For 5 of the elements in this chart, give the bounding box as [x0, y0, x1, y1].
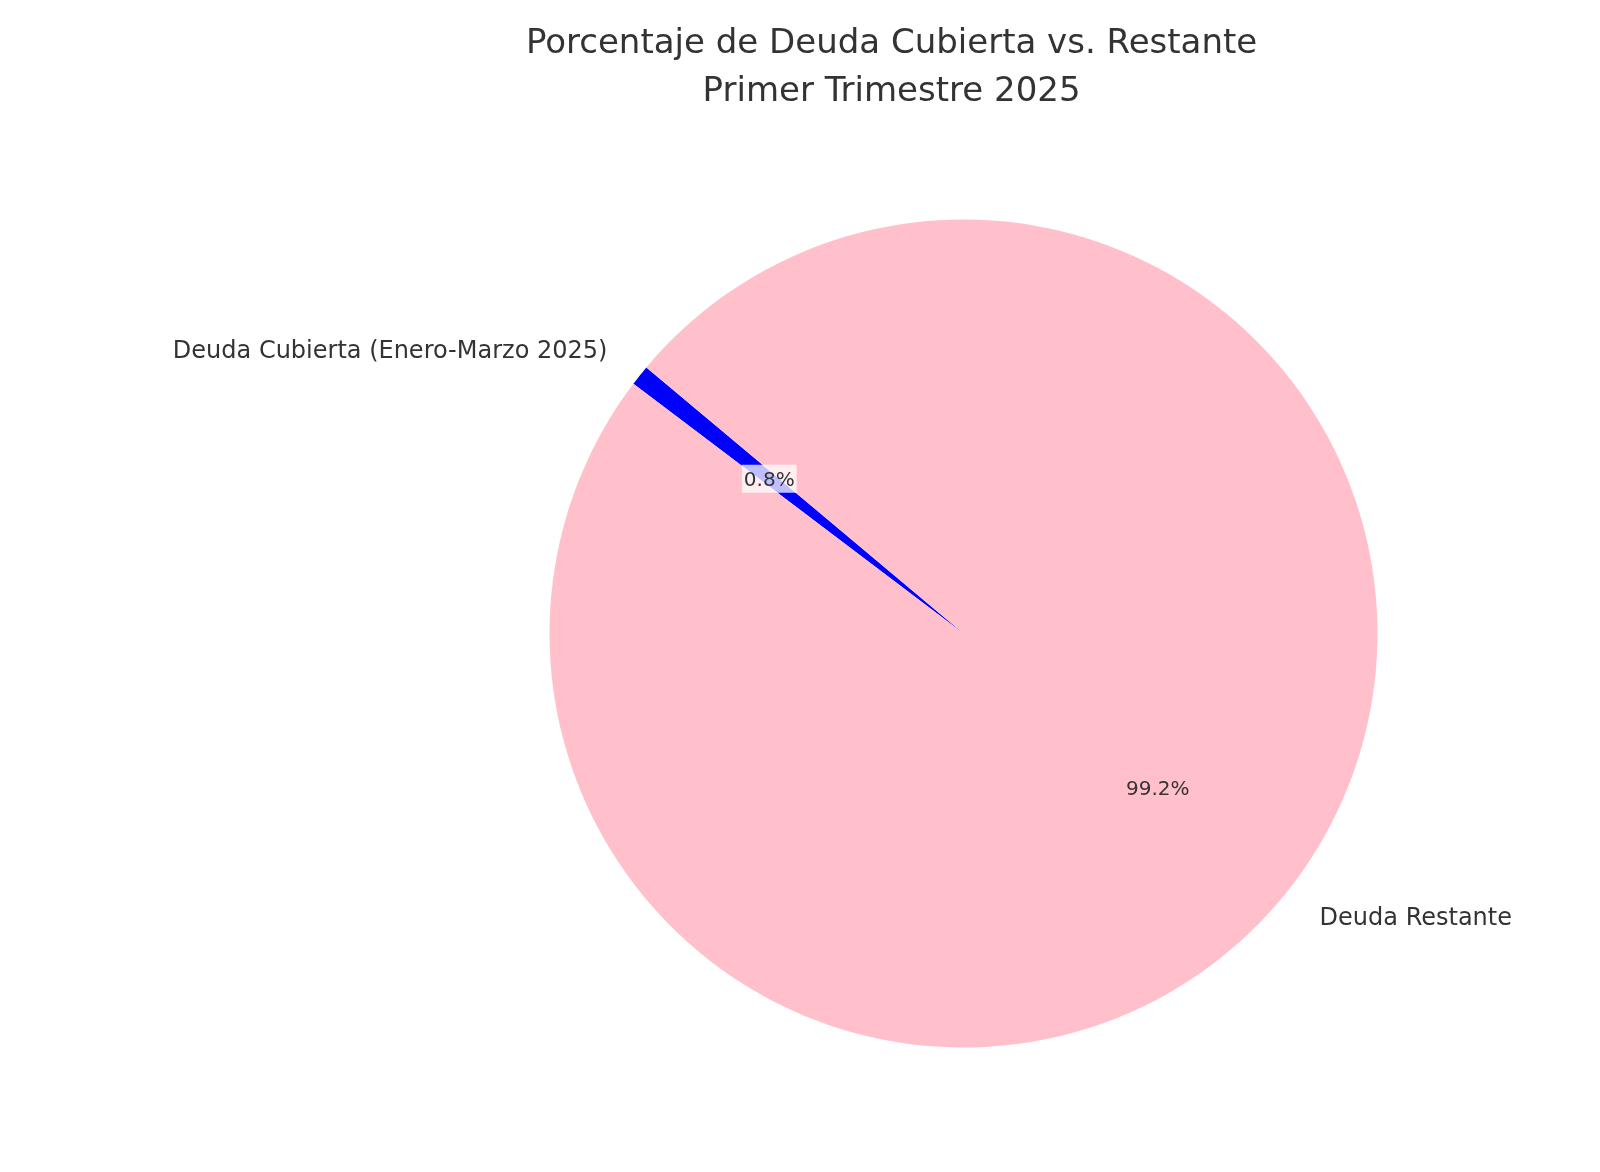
- slice-label: Deuda Restante: [1319, 903, 1513, 932]
- data-label: 99.2%: [1125, 776, 1190, 801]
- slice-label: Deuda Cubierta (Enero-Marzo 2025): [172, 335, 608, 364]
- data-label: 0.8%: [743, 466, 795, 491]
- chart-title: Porcentaje de Deuda Cubierta vs. Restante Primer Trimestre 2025: [525, 20, 1258, 109]
